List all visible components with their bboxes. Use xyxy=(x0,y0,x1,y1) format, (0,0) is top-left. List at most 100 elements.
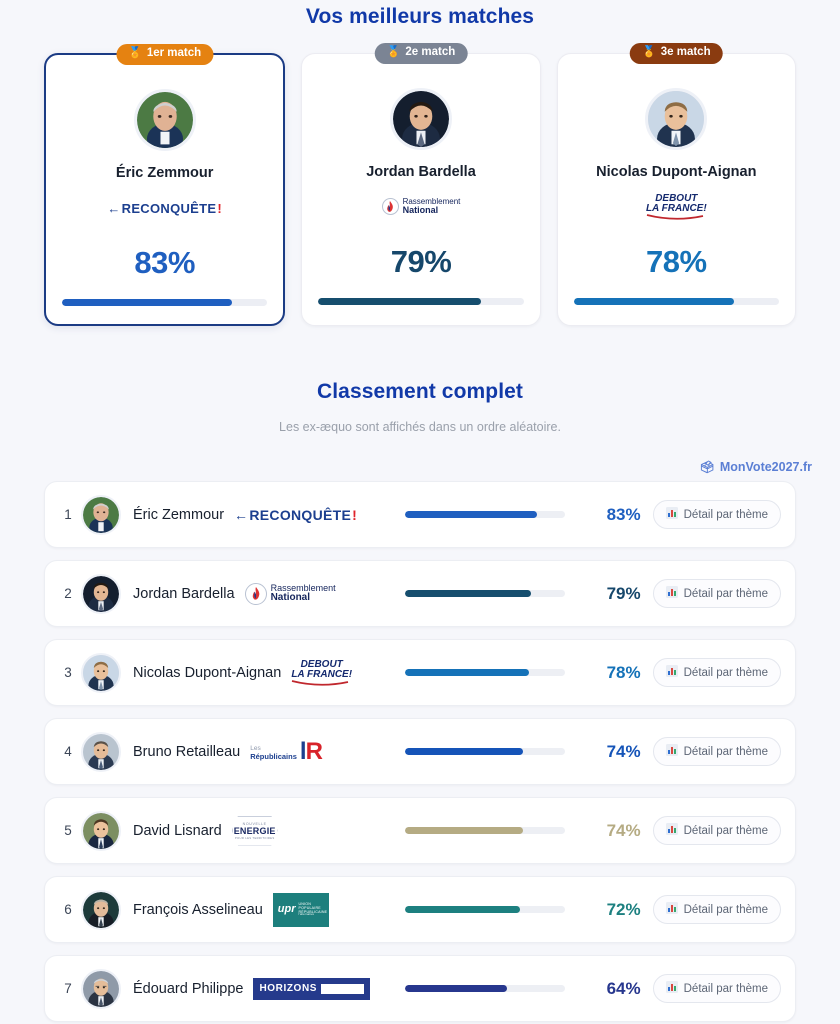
upr-line2: POPULAIRE xyxy=(298,905,321,910)
rank-progress-fill xyxy=(404,590,532,597)
rank-progress-track xyxy=(404,669,565,676)
watermark-label: MonVote2027.fr xyxy=(719,460,812,474)
energie-bottom: POUR LES TERRITOIRES xyxy=(234,835,275,840)
rank-progress-track xyxy=(404,985,565,992)
party-logo-lr: Les Républicains lR xyxy=(250,735,323,769)
avatar xyxy=(133,89,196,151)
party-logo-reconquete: ← RECONQUÊTE! xyxy=(234,498,357,532)
match-badge-label: 3e match xyxy=(660,46,711,58)
bar-chart-icon xyxy=(665,902,678,917)
candidate-name: Éric Zemmour xyxy=(133,506,225,523)
match-badge-2: 🏅 2e match xyxy=(374,43,468,64)
match-badge-3: 🏅 3e match xyxy=(630,43,723,64)
table-row[interactable]: 3 Nicolas Dupont-Aignan DEBOUT LA FRANCE… xyxy=(44,639,796,706)
horizons-word: HORIZONS xyxy=(259,983,318,994)
match-progress-track xyxy=(573,298,779,305)
candidate-name: David Lisnard xyxy=(133,822,222,839)
detail-button-label: Détail par thème xyxy=(683,745,768,758)
detail-by-theme-button[interactable]: Détail par thème xyxy=(652,579,781,608)
avatar xyxy=(81,889,121,930)
table-row[interactable]: 7 Édouard Philippe HORIZONS 64% xyxy=(44,955,796,1022)
candidate-name: Édouard Philippe xyxy=(133,980,244,997)
rank-progress-track xyxy=(404,511,565,518)
ballot-box-icon: 🗳 xyxy=(699,460,715,474)
table-row[interactable]: 1 Éric Zemmour ← RECONQUÊTE! 83% Dét xyxy=(44,481,796,548)
table-row[interactable]: 6 François Asselineau upr UNION POPULAIR… xyxy=(44,876,796,943)
rank-percent: 74% xyxy=(606,820,641,840)
bar-chart-icon xyxy=(665,981,678,996)
detail-by-theme-button[interactable]: Détail par thème xyxy=(652,658,781,687)
rank-percent: 79% xyxy=(606,583,641,603)
rn-line1: Rassemblement xyxy=(402,197,461,207)
ranking-list: 1 Éric Zemmour ← RECONQUÊTE! 83% Dét xyxy=(0,481,840,1022)
reconquete-arrow: ← xyxy=(107,200,121,216)
candidate-name: Bruno Retailleau xyxy=(133,743,241,760)
lr-mono-i: l xyxy=(299,737,307,765)
bar-chart-icon xyxy=(665,823,678,838)
upr-line4: l'alternative xyxy=(298,913,315,917)
party-logo-reconquete: ← RECONQUÊTE! xyxy=(107,193,222,223)
candidate-name: François Asselineau xyxy=(133,901,263,918)
match-progress-fill xyxy=(62,299,233,306)
match-progress-track xyxy=(318,298,524,305)
lr-sub: Républicains xyxy=(250,751,297,761)
match-card-2[interactable]: 🏅 2e match Jordan Bardella xyxy=(301,43,541,326)
rn-line2: National xyxy=(270,591,311,603)
rank-percent: 74% xyxy=(606,741,641,761)
reconquete-arrow: ← xyxy=(234,506,249,523)
table-row[interactable]: 4 Bruno Retailleau Les Républicains lR xyxy=(44,718,796,785)
party-logo-rn: Rassemblement National xyxy=(244,577,336,611)
reconquete-bang: ! xyxy=(352,506,358,523)
upr-word: upr xyxy=(277,903,296,915)
rank-progress-fill xyxy=(404,748,524,755)
lr-les: Les xyxy=(250,744,261,752)
candidate-name: Éric Zemmour xyxy=(115,165,214,181)
top-matches-title: Vos meilleurs matches xyxy=(305,5,535,28)
party-logo-dlf: DEBOUT LA FRANCE! xyxy=(291,656,352,690)
party-logo-energie: NOUVELLE ENERGIE POUR LES TERRITOIRES xyxy=(231,814,278,848)
detail-button-label: Détail par thème xyxy=(683,982,768,995)
match-badge-label: 1er match xyxy=(146,47,202,59)
match-card-1[interactable]: 🏅 1er match Éric Zemmour ← RECONQUÊTE! xyxy=(44,44,286,326)
rank-number: 5 xyxy=(64,823,72,838)
rn-line1: Rassemblement xyxy=(270,582,336,593)
ranking-title: Classement complet xyxy=(316,380,524,403)
detail-by-theme-button[interactable]: Détail par thème xyxy=(652,974,781,1003)
reconquete-bang: ! xyxy=(217,200,222,216)
dlf-bang: ! xyxy=(348,668,353,680)
detail-button-label: Détail par thème xyxy=(683,903,768,916)
avatar xyxy=(389,88,452,150)
rank-progress-track xyxy=(404,827,565,834)
table-row[interactable]: 5 David Lisnard NOUVELLE ENERGIE POUR LE… xyxy=(44,797,796,864)
dlf-bang: ! xyxy=(703,203,707,214)
reconquete-text: RECONQUÊTE xyxy=(249,506,352,523)
rank-progress-track xyxy=(404,590,565,597)
detail-button-label: Détail par thème xyxy=(683,508,768,521)
watermark: 🗳 MonVote2027.fr xyxy=(0,460,840,474)
rank-progress-fill xyxy=(404,511,538,518)
detail-by-theme-button[interactable]: Détail par thème xyxy=(652,895,781,924)
avatar xyxy=(81,573,121,614)
rank-percent: 83% xyxy=(606,504,641,524)
detail-by-theme-button[interactable]: Détail par thème xyxy=(652,737,781,766)
party-logo-dlf: DEBOUT LA FRANCE! xyxy=(646,192,707,222)
bar-chart-icon xyxy=(665,665,678,680)
detail-by-theme-button[interactable]: Détail par thème xyxy=(652,816,781,845)
avatar xyxy=(81,494,121,535)
candidate-name: Nicolas Dupont-Aignan xyxy=(133,664,282,681)
match-progress-track xyxy=(62,299,268,306)
flame-icon xyxy=(387,200,393,212)
rank-progress-track xyxy=(404,748,565,755)
lr-mono-r: R xyxy=(305,737,323,765)
medal-icon: 🏅 xyxy=(642,46,656,59)
match-card-3[interactable]: 🏅 3e match Nicolas Dupont-Aignan DEBOUT xyxy=(556,43,796,326)
party-logo-upr: upr UNION POPULAIRE RÉPUBLICAINE l'alter… xyxy=(272,892,329,927)
party-logo-horizons: HORIZONS xyxy=(253,972,371,1006)
rank-progress-fill xyxy=(404,669,530,676)
avatar xyxy=(645,88,708,150)
dlf-swoosh-icon xyxy=(646,214,704,220)
table-row[interactable]: 2 Jordan Bardella Rassemblemen xyxy=(44,560,796,627)
rank-percent: 72% xyxy=(606,899,641,919)
rank-percent: 64% xyxy=(606,978,641,998)
detail-by-theme-button[interactable]: Détail par thème xyxy=(652,500,781,529)
